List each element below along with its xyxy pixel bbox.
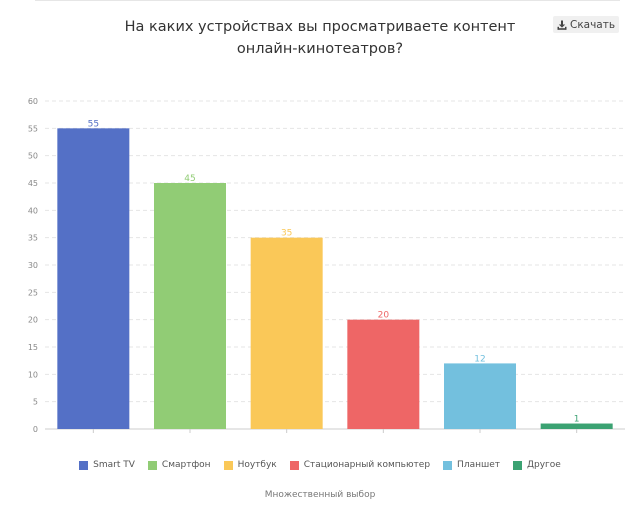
y-tick-label: 35 xyxy=(28,234,38,243)
bar-5 xyxy=(444,363,516,429)
data-label: 20 xyxy=(378,311,390,321)
y-tick-label: 50 xyxy=(28,152,38,161)
bar-1 xyxy=(57,128,130,430)
legend-item[interactable]: Смартфон xyxy=(147,460,211,470)
y-tick-label: 0 xyxy=(33,425,38,434)
legend-swatch xyxy=(147,460,157,470)
y-tick-label: 25 xyxy=(28,288,38,297)
data-label: 1 xyxy=(574,415,580,425)
y-tick-label: 60 xyxy=(28,97,38,106)
chart-title: На каких устройствах вы просматриваете к… xyxy=(120,16,520,60)
chart-legend: Smart TV Смартфон Ноутбук Стационарный комп… xyxy=(0,460,640,470)
y-tick-label: 30 xyxy=(28,261,38,270)
bar-2 xyxy=(154,183,226,429)
y-tick-label: 20 xyxy=(28,316,38,325)
legend-item[interactable]: Планшет xyxy=(443,460,500,470)
data-label: 45 xyxy=(184,174,195,184)
data-label: 35 xyxy=(281,229,292,239)
download-label: Скачать xyxy=(570,18,616,31)
y-tick-label: 15 xyxy=(28,343,38,352)
y-tick-label: 40 xyxy=(28,206,38,215)
legend-label: Смартфон xyxy=(161,460,211,470)
download-icon xyxy=(557,20,567,30)
chart-title-line-1: На каких устройствах вы просматриваете к… xyxy=(124,19,516,35)
legend-swatch xyxy=(79,460,89,470)
y-tick-label: 45 xyxy=(28,179,38,188)
legend-item[interactable]: Smart TV xyxy=(79,460,135,470)
legend-item[interactable]: Стационарный компьютер xyxy=(289,460,431,470)
y-tick-label: 10 xyxy=(28,370,38,379)
legend-label: Smart TV xyxy=(93,460,135,470)
legend-label: Стационарный компьютер xyxy=(303,460,431,470)
bar-3 xyxy=(250,237,323,429)
legend-swatch xyxy=(223,460,233,470)
data-label: 12 xyxy=(474,354,485,364)
legend-item[interactable]: Другое xyxy=(512,460,561,470)
top-divider xyxy=(35,0,620,1)
legend-label: Ноутбук xyxy=(237,460,277,470)
data-label: 55 xyxy=(88,119,99,129)
y-tick-label: 5 xyxy=(33,398,38,407)
legend-swatch xyxy=(512,460,522,470)
bar-4 xyxy=(347,319,420,429)
legend-item[interactable]: Ноутбук xyxy=(223,460,277,470)
bar-6 xyxy=(540,423,613,429)
legend-label: Планшет xyxy=(457,460,500,470)
footer-note: Множественный выбор xyxy=(264,490,376,500)
legend-label: Другое xyxy=(526,460,561,470)
download-button[interactable]: Скачать xyxy=(553,16,620,33)
legend-swatch xyxy=(289,460,299,470)
legend-swatch xyxy=(443,460,453,470)
y-tick-label: 55 xyxy=(28,124,38,133)
chart-title-line-2: онлайн-кинотеатров? xyxy=(236,41,404,57)
